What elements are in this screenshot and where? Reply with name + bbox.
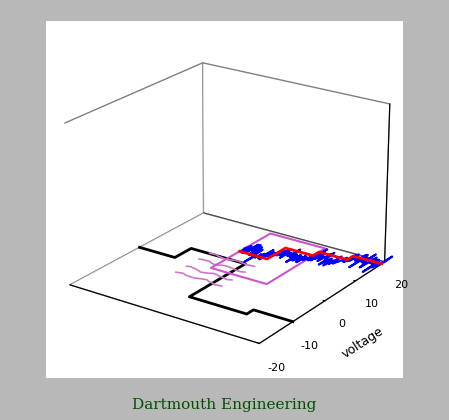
Y-axis label: voltage: voltage [339, 325, 386, 361]
Text: Dartmouth Engineering: Dartmouth Engineering [132, 398, 317, 412]
